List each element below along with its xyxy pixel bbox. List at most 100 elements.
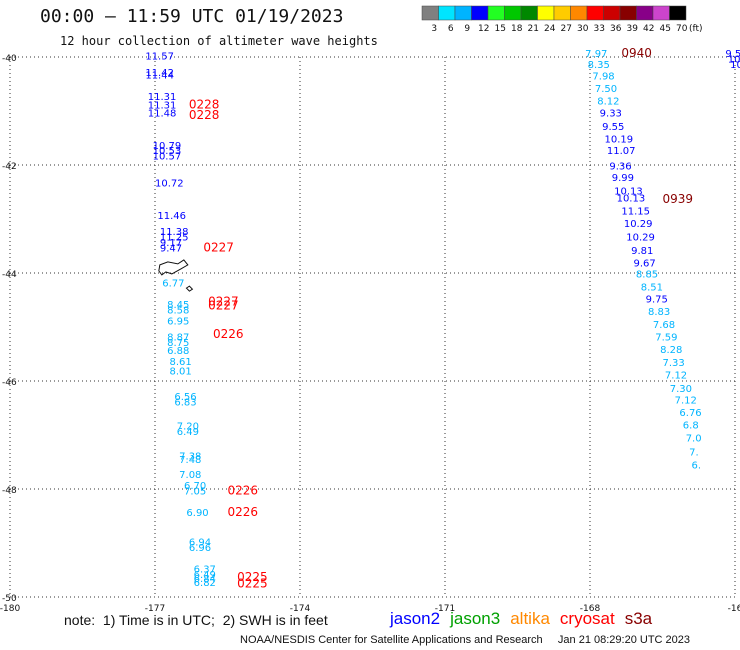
wave-height-value: 9.33	[600, 108, 622, 119]
wave-height-value: 9.99	[612, 173, 634, 184]
colorbar-swatch	[421, 5, 439, 21]
wave-height-value: 9.67	[634, 259, 656, 270]
wave-height-value: 6.96	[189, 543, 211, 554]
time-label: 0940	[621, 46, 652, 60]
colorbar-swatch	[619, 5, 637, 21]
wave-height-value: 11.07	[607, 146, 636, 157]
wave-height-value: 9.75	[646, 295, 668, 306]
time-label: 0227	[203, 240, 234, 254]
lon-tick-label: -16	[728, 604, 740, 614]
wave-height-value: 10	[728, 54, 740, 65]
wave-height-value: 6.94	[189, 538, 211, 549]
wave-height-value: 7.59	[655, 333, 677, 344]
wave-height-value: 7.50	[595, 84, 617, 95]
wave-height-value: 7.0	[686, 433, 702, 444]
wave-height-value: 11.31	[148, 100, 177, 111]
satellite-legend-jason2: jason2	[390, 609, 441, 628]
wave-height-value: 7.98	[592, 72, 614, 83]
wave-height-value: 10.29	[624, 219, 653, 230]
colorbar-swatch	[603, 5, 621, 21]
colorbar-swatch	[471, 5, 489, 21]
lat-tick-label: -50	[2, 594, 17, 604]
wave-height-value: 11.44	[145, 71, 174, 82]
lat-tick-label: -48	[2, 486, 17, 496]
colorbar-swatch	[669, 5, 687, 21]
satellite-legend-jason3: jason3	[450, 609, 501, 628]
satellite-legend-cryosat: cryosat	[559, 609, 615, 628]
wave-height-value: 10.19	[605, 134, 634, 145]
satellite-legend-s3a: s3a	[624, 609, 653, 628]
colorbar-label: 42	[643, 24, 654, 34]
wave-height-value: 8.83	[648, 307, 670, 318]
colorbar-label: 3	[431, 24, 437, 34]
time-label: 0228	[189, 108, 220, 122]
wave-height-value: 11.57	[145, 52, 174, 63]
wave-height-value: 8.58	[167, 306, 189, 317]
colorbar-label: 70	[676, 24, 688, 34]
wave-height-value: 8.87	[167, 333, 189, 344]
wave-height-value: 7.97	[585, 49, 607, 60]
wave-height-value: 8.61	[170, 357, 192, 368]
island-outline	[185, 285, 194, 292]
island-outline	[158, 259, 189, 276]
wave-height-value: 7.	[689, 448, 699, 459]
wave-height-value: 7.68	[653, 320, 675, 331]
wave-height-value: 7.05	[184, 486, 206, 497]
lon-tick-label: -180	[0, 604, 20, 614]
satellite-legend-altika: altika	[510, 609, 550, 628]
wave-height-value: 6.37	[194, 565, 216, 576]
wave-height-value: 11.46	[157, 211, 186, 222]
footer-credit: NOAA/NESDIS Center for Satellite Applica…	[240, 634, 691, 646]
wave-height-value: 6.95	[167, 316, 189, 327]
wave-height-value: 10.53	[153, 146, 182, 157]
wave-height-value: 11.15	[621, 207, 650, 218]
colorbar-units: (ft)	[689, 24, 703, 34]
wave-height-value: 11.48	[148, 108, 177, 119]
wave-height-value: 6.	[692, 460, 702, 471]
wave-height-value: 10.29	[626, 233, 655, 244]
time-label: 0225	[237, 570, 268, 584]
time-label: 0226	[228, 483, 259, 497]
colorbar-label: 24	[544, 24, 556, 34]
wave-height-value: 6.49	[177, 427, 199, 438]
page-title: 00:00 – 11:59 UTC 01/19/2023	[40, 6, 344, 27]
wave-height-value: 9.5	[725, 49, 740, 60]
wave-height-value: 11.42	[145, 68, 174, 79]
colorbar-label: 39	[627, 24, 639, 34]
colorbar-label: 12	[478, 24, 489, 34]
colorbar-swatch	[652, 5, 670, 21]
wave-height-value: 6.8	[683, 421, 699, 432]
lat-tick-label: -44	[2, 270, 17, 280]
lon-tick-label: -177	[145, 604, 165, 614]
wave-height-value: 9.55	[602, 122, 624, 133]
colorbar-swatch	[537, 5, 555, 21]
wave-height-value: 6.83	[174, 397, 196, 408]
wave-height-value: 11.31	[148, 92, 177, 103]
wave-height-value: 10.72	[155, 179, 184, 190]
wave-height-value: 8.75	[167, 338, 189, 349]
wave-height-value: 8.51	[641, 282, 663, 293]
wave-height-value: 8.45	[167, 300, 189, 311]
wave-height-value: 6.88	[167, 346, 189, 357]
wave-height-value: 9.36	[609, 161, 631, 172]
colorbar-label: 36	[610, 24, 622, 34]
wave-height-value: 7.12	[665, 370, 687, 381]
wave-height-value: 10.57	[153, 152, 182, 163]
colorbar-label: 45	[660, 24, 671, 34]
wave-height-value: 7.08	[179, 470, 201, 481]
wave-height-value: 11.25	[160, 233, 189, 244]
colorbar-swatch	[438, 5, 456, 21]
time-label: 0227	[208, 294, 239, 308]
colorbar-swatch	[487, 5, 505, 21]
wave-height-value: 7.12	[675, 396, 697, 407]
satellite-legend: jason2 jason3 altika cryosat s3a	[390, 609, 662, 629]
wave-height-value: 8.28	[660, 345, 682, 356]
wave-height-value: 7.30	[670, 384, 692, 395]
lat-tick-label: -46	[2, 378, 17, 388]
colorbar-swatch	[570, 5, 588, 21]
colorbar-label: 9	[464, 24, 470, 34]
wave-height-value: 9.17	[160, 238, 182, 249]
wave-height-value: 8.35	[588, 60, 610, 71]
lon-tick-label: -168	[580, 604, 601, 614]
